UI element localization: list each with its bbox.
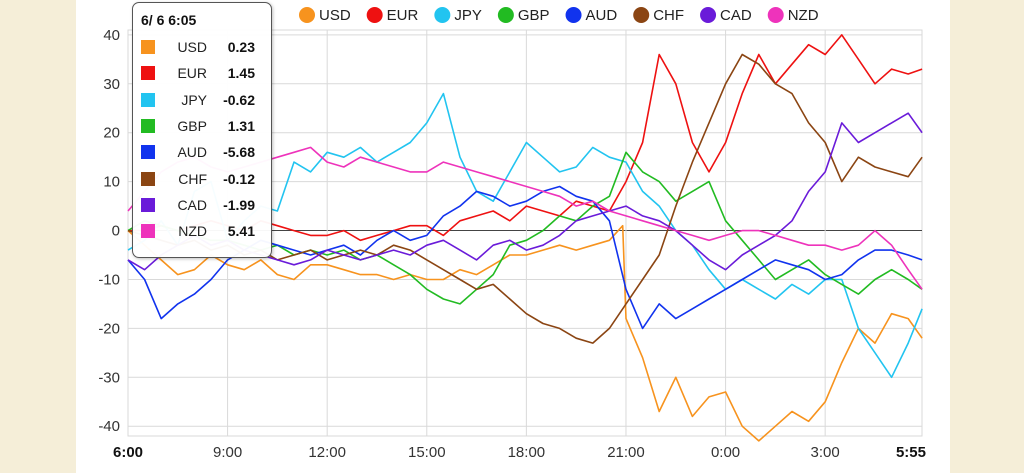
tooltip-value: -0.12 [223, 170, 255, 187]
x-tick-label: 3:00 [811, 444, 840, 461]
aud-color-swatch [141, 145, 155, 160]
tooltip-name: AUD [177, 144, 207, 161]
series-line-usd [127, 224, 923, 442]
y-tick-label: -30 [98, 369, 120, 386]
legend-marker [633, 7, 650, 23]
x-tick-label: 18:00 [508, 444, 546, 461]
tooltip-row-chf: CHF -0.12 [141, 165, 263, 191]
line-chart: 40 30 20 10 0 -10 -20 -30 -40 6:00 9:00 12:00 15:00… [98, 7, 926, 461]
tooltip-name: GBP [177, 118, 207, 135]
tooltip-row-jpy: JPY -0.62 [141, 87, 263, 113]
tooltip-name: USD [177, 39, 207, 56]
chart-panel: 40 30 20 10 0 -10 -20 -30 -40 6:00 9:00 12:00 15:00… [76, 0, 950, 473]
nzd-color-swatch [141, 224, 155, 239]
legend-marker [767, 7, 784, 23]
legend[interactable]: USD EUR JPY GBP AUD CHF CAD NZD [299, 7, 819, 24]
legend-label: NZD [788, 7, 819, 24]
chf-color-swatch [141, 171, 155, 186]
x-tick-label: 9:00 [213, 444, 242, 461]
x-tick-label: 21:00 [607, 444, 645, 461]
tooltip-row-nzd: NZD 5.41 [141, 218, 263, 244]
plot-frame [127, 29, 923, 437]
hover-tooltip: 6/ 6 6:05 USD 0.23 EUR 1.45 JPY -0.62 GB… [132, 2, 272, 258]
legend-marker [299, 7, 315, 23]
y-tick-label: 0 [112, 223, 120, 240]
tooltip-value: 1.45 [227, 65, 255, 82]
legend-item-chf[interactable]: CHF [633, 7, 684, 24]
y-tick-label: 30 [103, 76, 120, 93]
legend-label: EUR [387, 7, 419, 24]
tooltip-name: JPY [181, 91, 207, 108]
legend-marker [700, 7, 717, 23]
legend-marker [434, 7, 451, 23]
x-tick-label: 15:00 [408, 444, 446, 461]
x-tick-label: 5:55 [896, 444, 926, 461]
gbp-color-swatch [141, 119, 155, 134]
x-tick-label: 0:00 [711, 444, 740, 461]
legend-label: CHF [653, 7, 684, 24]
tooltip-row-cad: CAD -1.99 [141, 192, 263, 218]
legend-marker [366, 7, 383, 23]
tooltip-name: NZD [178, 223, 207, 240]
tooltip-row-aud: AUD -5.68 [141, 139, 263, 165]
y-tick-label: -10 [98, 271, 120, 288]
y-tick-label: 40 [103, 27, 120, 44]
x-tick-label: 12:00 [308, 444, 346, 461]
legend-label: CAD [720, 7, 752, 24]
legend-marker [565, 7, 582, 23]
tooltip-row-eur: EUR 1.45 [141, 60, 263, 86]
legend-label: USD [319, 7, 351, 24]
y-tick-label: -40 [98, 418, 120, 435]
usd-color-swatch [141, 40, 155, 55]
legend-item-gbp[interactable]: GBP [497, 7, 550, 24]
tooltip-value: 1.31 [227, 118, 255, 135]
y-axis-ticks: 40 30 20 10 0 -10 -20 -30 -40 [98, 27, 120, 435]
tooltip-name: CHF [178, 170, 207, 187]
legend-marker [497, 7, 514, 23]
tooltip-value: 0.23 [227, 39, 255, 56]
cad-color-swatch [141, 197, 155, 212]
tooltip-row-gbp: GBP 1.31 [141, 113, 263, 139]
legend-item-cad[interactable]: CAD [700, 7, 752, 24]
legend-item-jpy[interactable]: JPY [434, 7, 482, 24]
x-axis-ticks: 6:00 9:00 12:00 15:00 18:00 21:00 0:00 3:00 5:55 [113, 444, 926, 461]
jpy-color-swatch [141, 92, 155, 107]
legend-label: GBP [518, 7, 550, 24]
legend-label: AUD [586, 7, 618, 24]
tooltip-name: CAD [177, 196, 207, 213]
tooltip-value: -1.99 [223, 196, 255, 213]
y-tick-label: 10 [103, 174, 120, 191]
legend-label: JPY [454, 7, 482, 24]
x-tick-label: 6:00 [113, 444, 143, 461]
legend-item-nzd[interactable]: NZD [767, 7, 819, 24]
legend-item-aud[interactable]: AUD [565, 7, 618, 24]
tooltip-value: 5.41 [227, 223, 255, 240]
tooltip-value: -5.68 [223, 144, 255, 161]
legend-item-usd[interactable]: USD [299, 7, 351, 24]
eur-color-swatch [141, 66, 155, 81]
y-tick-label: 20 [103, 125, 120, 142]
tooltip-title: 6/ 6 6:05 [141, 12, 197, 28]
tooltip-row-usd: USD 0.23 [141, 34, 263, 60]
tooltip-name: EUR [177, 65, 207, 82]
tooltip-value: -0.62 [223, 91, 255, 108]
legend-item-eur[interactable]: EUR [366, 7, 419, 24]
y-tick-label: -20 [98, 320, 120, 337]
